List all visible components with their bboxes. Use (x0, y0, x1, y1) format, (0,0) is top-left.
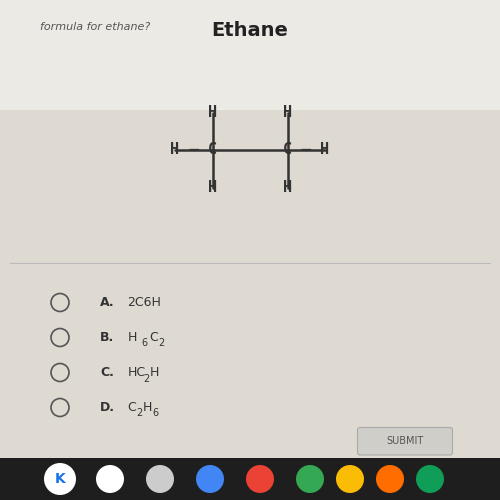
Circle shape (96, 465, 124, 493)
Text: H: H (208, 105, 217, 120)
Circle shape (336, 465, 364, 493)
Text: 2C6H: 2C6H (128, 296, 162, 309)
Text: SUBMIT: SUBMIT (386, 436, 424, 446)
Text: H: H (150, 366, 160, 379)
Text: C: C (283, 142, 292, 158)
Text: H: H (283, 180, 292, 195)
Circle shape (416, 465, 444, 493)
Text: Ethane: Ethane (212, 20, 288, 40)
Circle shape (44, 463, 76, 495)
Text: formula for ethane?: formula for ethane? (40, 22, 150, 32)
FancyBboxPatch shape (0, 458, 500, 500)
Text: A.: A. (100, 296, 114, 309)
Circle shape (376, 465, 404, 493)
Text: K: K (54, 472, 66, 486)
Circle shape (296, 465, 324, 493)
Text: H: H (143, 401, 152, 414)
Text: 2: 2 (158, 338, 164, 348)
Text: H: H (170, 142, 179, 158)
Text: D.: D. (100, 401, 115, 414)
Text: ← PREVIOUS: ← PREVIOUS (40, 464, 109, 474)
Text: C: C (128, 401, 136, 414)
Text: H: H (283, 105, 292, 120)
Text: −: − (300, 142, 312, 158)
Text: C: C (149, 331, 158, 344)
Text: −: − (188, 142, 200, 158)
Text: C: C (208, 142, 217, 158)
Text: 6: 6 (152, 408, 158, 418)
Text: 2: 2 (136, 408, 143, 418)
Text: 6: 6 (142, 338, 148, 348)
Text: H: H (128, 331, 137, 344)
Text: 2: 2 (144, 374, 150, 384)
Text: C.: C. (100, 366, 114, 379)
Circle shape (246, 465, 274, 493)
FancyBboxPatch shape (358, 428, 452, 455)
FancyBboxPatch shape (0, 0, 500, 260)
FancyBboxPatch shape (0, 110, 500, 500)
Text: H: H (208, 180, 217, 195)
Circle shape (196, 465, 224, 493)
Text: B.: B. (100, 331, 114, 344)
Text: HC: HC (128, 366, 146, 379)
Circle shape (146, 465, 174, 493)
Text: H: H (320, 142, 330, 158)
